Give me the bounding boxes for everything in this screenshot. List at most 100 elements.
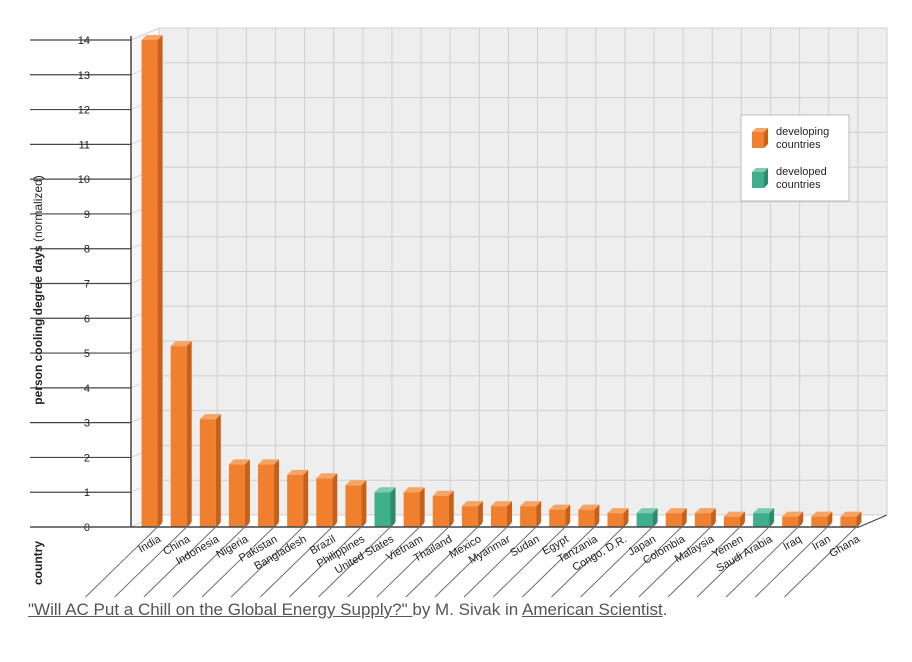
bar-front bbox=[374, 492, 391, 527]
bar-top bbox=[170, 341, 192, 347]
bar-top bbox=[258, 459, 280, 465]
bar-congo-d-r- bbox=[607, 508, 629, 527]
x-tick-label: Sudan bbox=[508, 533, 542, 559]
bar-top bbox=[549, 504, 571, 510]
bar-side bbox=[594, 504, 600, 527]
y-axis-label-bold: person cooling degree days bbox=[31, 245, 45, 405]
bar-top bbox=[520, 501, 542, 507]
bar-top bbox=[578, 504, 600, 510]
bar-front bbox=[199, 419, 216, 527]
bar-front bbox=[840, 516, 857, 527]
bar-top bbox=[199, 414, 221, 420]
legend-swatch bbox=[752, 172, 764, 188]
y-tick-label: 12 bbox=[78, 105, 90, 117]
bar-india bbox=[141, 35, 163, 527]
category-leader-line bbox=[609, 522, 687, 598]
category-leader-line bbox=[289, 522, 366, 598]
category-leader-line bbox=[85, 522, 162, 598]
bar-front bbox=[607, 513, 624, 527]
bar-japan bbox=[636, 508, 658, 527]
y-tick-label: 10 bbox=[78, 174, 90, 186]
y-tick-label: 13 bbox=[78, 70, 90, 82]
x-axis-label: country bbox=[31, 541, 45, 585]
bar-iran bbox=[811, 511, 833, 527]
bar-side bbox=[565, 504, 571, 527]
bar-side bbox=[769, 508, 775, 527]
bar-front bbox=[578, 509, 595, 527]
category-leader-line bbox=[230, 522, 308, 598]
x-axis-floor bbox=[30, 514, 888, 528]
bar-side bbox=[361, 480, 367, 527]
y-tick-label: 11 bbox=[79, 139, 90, 151]
bar-side bbox=[390, 487, 396, 527]
bar-top bbox=[753, 508, 775, 514]
bar-side bbox=[536, 501, 542, 527]
bar-front bbox=[345, 485, 362, 527]
bar-front bbox=[461, 506, 478, 527]
bar-malaysia bbox=[694, 508, 716, 527]
category-leader-line bbox=[522, 522, 599, 598]
y-tick-label: 2 bbox=[84, 452, 90, 464]
x-axis-labels: IndiaChinaIndonesiaNigeriaPakistanBangla… bbox=[85, 522, 863, 598]
bar-tanzania bbox=[578, 504, 600, 527]
legend-label-line1: developing bbox=[776, 126, 829, 138]
legend-swatch-side bbox=[764, 168, 768, 188]
bar-colombia bbox=[665, 508, 687, 527]
x-tick-label: Ghana bbox=[827, 533, 862, 560]
category-leader-line bbox=[143, 522, 221, 598]
bar-nigeria bbox=[228, 459, 250, 527]
bar-top bbox=[782, 511, 804, 517]
category-leader-line bbox=[696, 522, 774, 598]
category-leader-line bbox=[784, 522, 861, 598]
caption-end: . bbox=[662, 600, 668, 619]
bar-top bbox=[432, 490, 454, 496]
y-axis-label: person cooling degree days (normalized) bbox=[31, 175, 45, 404]
legend-label-line1: developed bbox=[776, 166, 827, 178]
bar-side bbox=[652, 508, 658, 527]
bar-top bbox=[723, 511, 745, 517]
x-tick-label: India bbox=[136, 533, 163, 556]
publication-link[interactable]: American Scientist bbox=[521, 600, 663, 619]
bar-side bbox=[419, 487, 425, 527]
grid bbox=[130, 27, 888, 528]
bar-bangladesh bbox=[287, 469, 309, 527]
category-leader-line bbox=[201, 522, 279, 598]
article-link[interactable]: "Will AC Put a Chill on the Global Energ… bbox=[28, 600, 413, 619]
caption-by-text: by M. Sivak in bbox=[412, 600, 522, 619]
bar-front bbox=[170, 346, 187, 527]
category-leader-line bbox=[259, 522, 337, 598]
bar-top bbox=[316, 473, 338, 479]
bar-china bbox=[170, 341, 192, 527]
bar-sudan bbox=[520, 501, 542, 527]
bar-philippines bbox=[345, 480, 367, 527]
category-leader-line bbox=[638, 522, 716, 598]
bar-front bbox=[141, 40, 158, 527]
bar-top bbox=[287, 469, 309, 475]
legend-swatch-top bbox=[752, 168, 768, 172]
bar-side bbox=[274, 459, 280, 527]
category-leader-line bbox=[376, 522, 454, 598]
x-tick-label: Iraq bbox=[781, 533, 803, 553]
bar-side bbox=[157, 35, 163, 527]
bar-pakistan bbox=[258, 459, 280, 527]
bar-front bbox=[491, 506, 507, 527]
bar-top bbox=[141, 35, 163, 40]
bar-side bbox=[448, 490, 454, 527]
bar-myanmar bbox=[491, 501, 512, 527]
bar-side bbox=[681, 508, 687, 527]
bar-iraq bbox=[782, 511, 804, 527]
bar-top bbox=[403, 487, 425, 493]
bar-egypt bbox=[549, 504, 571, 527]
bar-side bbox=[477, 501, 483, 527]
bar-top bbox=[811, 511, 833, 517]
bar-top bbox=[636, 508, 658, 514]
category-leader-line bbox=[347, 522, 424, 598]
bar-indonesia bbox=[199, 414, 221, 527]
legend-swatch bbox=[752, 132, 764, 148]
bar-saudi-arabia bbox=[753, 508, 775, 527]
category-leader-line bbox=[463, 522, 541, 598]
category-leader-line bbox=[551, 522, 628, 598]
